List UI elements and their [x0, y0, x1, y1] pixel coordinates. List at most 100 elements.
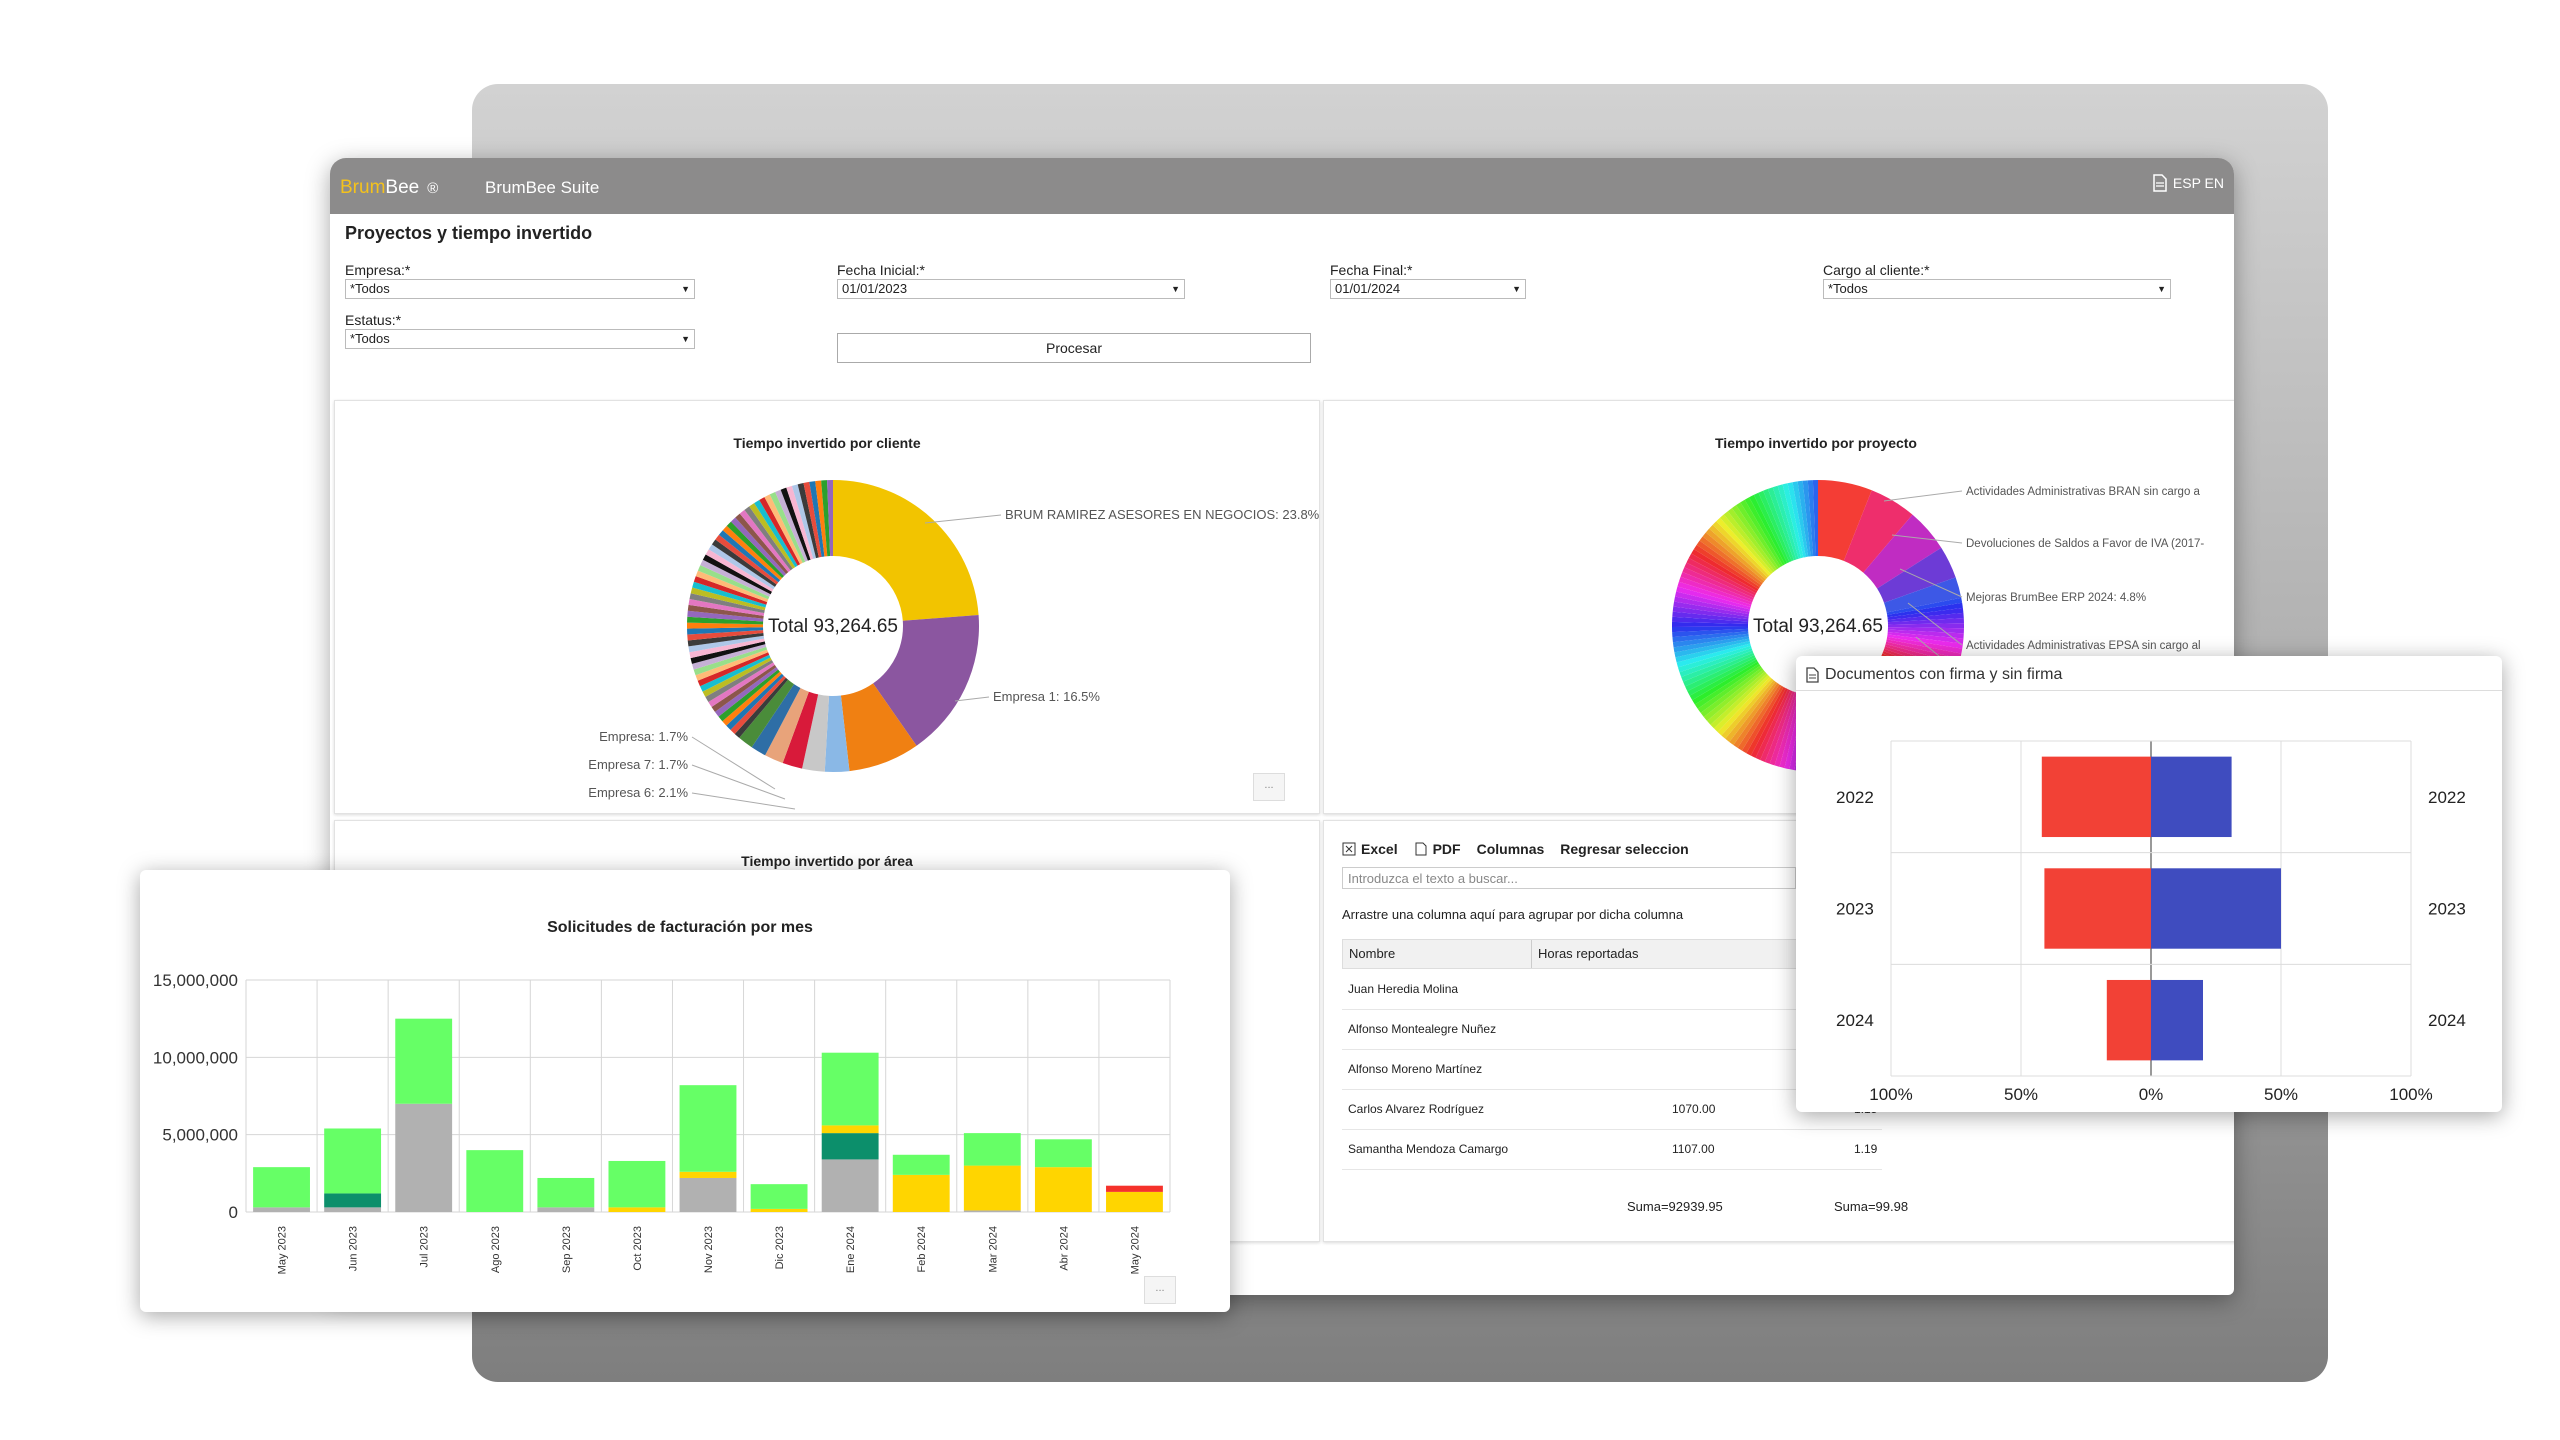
donut-slice [827, 480, 833, 557]
donut-slice [1782, 483, 1804, 559]
donut-slice [730, 675, 786, 734]
category-label-right: 2022 [2428, 788, 2466, 807]
bar-segment [963, 1165, 1021, 1211]
donut-slice [1702, 532, 1765, 584]
x-tick-label: 50% [2264, 1085, 2298, 1104]
x-tick-label: Sep 2023 [561, 1226, 573, 1273]
card-title-cliente: Tiempo invertido por cliente [733, 435, 921, 451]
donut-slice [1672, 611, 1749, 622]
row-nombre: Juan Heredia Molina [1348, 982, 1459, 996]
donut-cliente: Total 93,264.65 BRUM RAMIREZ ASESORES EN… [588, 480, 1319, 810]
donut-slice [1807, 480, 1816, 557]
estatus-select[interactable]: *Todos ▼ [345, 329, 695, 349]
slice-label: Mejoras BrumBee ERP 2024: 4.8% [1966, 592, 2146, 604]
donut-slice [1792, 481, 1809, 558]
donut-slice [1707, 671, 1767, 725]
table-row[interactable]: Juan Heredia Molina [1342, 969, 1882, 1010]
bar-segment [892, 1174, 950, 1212]
slice-label: Empresa 7: 1.7% [588, 757, 688, 772]
donut-slice [1750, 688, 1789, 758]
donut-slice [1686, 558, 1757, 596]
donut-slice [1677, 581, 1752, 608]
donut-slice [1729, 681, 1778, 746]
bar-segment [963, 1133, 1021, 1166]
slice-label: Empresa 6: 2.1% [588, 785, 688, 800]
excel-button[interactable]: Excel [1342, 841, 1398, 857]
donut-slice [815, 480, 828, 557]
donut-slice [1694, 663, 1761, 709]
donut-slice [695, 649, 769, 681]
donut-slice [786, 485, 814, 560]
empresa-select[interactable]: *Todos ▼ [345, 279, 695, 299]
donut-slice [1684, 562, 1755, 598]
row-nombre: Carlos Alvarez Rodríguez [1348, 1102, 1485, 1116]
donut-slice [1887, 612, 1964, 623]
card-menu-button[interactable]: ... [1253, 773, 1285, 801]
donut-slice [1787, 482, 1806, 558]
slice-label: Empresa: 1.7% [599, 729, 688, 744]
documents-chart-title: Documentos con firma y sin firma [1825, 666, 2063, 683]
y-tick-label: 5,000,000 [162, 1126, 238, 1145]
bar-segment [821, 1052, 879, 1126]
donut-slice [1797, 480, 1811, 557]
donut-slice [1699, 536, 1763, 586]
cargo-select[interactable]: *Todos ▼ [1823, 279, 2171, 299]
donut-slice [1749, 494, 1788, 565]
donut-slice [1700, 667, 1764, 717]
grid-toolbar: Excel PDF Columnas Regresar seleccion [1342, 841, 1689, 857]
bar-segment [608, 1160, 666, 1208]
donut-slice [1753, 492, 1790, 564]
regresar-seleccion-button[interactable]: Regresar seleccion [1560, 841, 1689, 857]
sum-extra: Suma=99.98 [1834, 1199, 1909, 1214]
category-label-left: 2022 [1836, 788, 1874, 807]
bar-segment [324, 1207, 382, 1212]
donut-slice [1887, 607, 1964, 620]
col-nombre-header[interactable]: Nombre [1349, 946, 1396, 961]
bar-segment [466, 1150, 524, 1212]
bar-segment [608, 1207, 666, 1212]
donut-slice [1709, 524, 1768, 580]
donut-slice [759, 497, 801, 566]
donut-slice [751, 684, 801, 756]
category-label-left: 2024 [1836, 1011, 1874, 1030]
donut-slice [687, 622, 764, 629]
donut-slice [687, 616, 764, 625]
diverging-bar [2151, 868, 2281, 949]
row-horas: 1070.00 [1672, 1102, 1716, 1116]
x-tick-label: Jun 2023 [348, 1226, 360, 1271]
donut-slice [1673, 636, 1750, 653]
table-row[interactable]: Alfonso Montealegre Nuñez [1342, 1009, 1882, 1050]
label-connector [1907, 602, 1963, 646]
pdf-button[interactable]: PDF [1414, 841, 1461, 857]
donut-center-label: Total 93,264.65 [768, 616, 898, 637]
billing-chart-title: Solicitudes de facturación por mes [547, 919, 813, 936]
bar-segment [679, 1177, 737, 1212]
donut-slice [1760, 690, 1793, 762]
language-switch[interactable]: ESP EN [2153, 174, 2224, 192]
chevron-down-icon: ▼ [1512, 284, 1521, 294]
donut-slice [705, 659, 774, 702]
fecha-inicial-input[interactable]: 01/01/2023 ▼ [837, 279, 1185, 299]
grid-search-input[interactable]: Introduzca el texto a buscar... [1342, 867, 1796, 889]
brand-logo[interactable]: BrumBee ® [340, 177, 438, 199]
bar-segment [821, 1159, 879, 1212]
donut-slice [1688, 553, 1758, 594]
table-row[interactable]: Alfonso Moreno Martínez [1342, 1049, 1882, 1090]
donut-slice [764, 494, 803, 565]
donut-slice [739, 509, 791, 573]
fecha-final-input[interactable]: 01/01/2024 ▼ [1330, 279, 1526, 299]
col-horas-header[interactable]: Horas reportadas [1531, 940, 1638, 968]
donut-slice [744, 506, 793, 571]
donut-slice [689, 638, 765, 659]
donut-slice [1877, 547, 1956, 603]
donut-slice [1697, 665, 1762, 713]
columnas-button[interactable]: Columnas [1476, 841, 1545, 857]
empresa-label: Empresa:* [345, 262, 411, 278]
donut-slice [1886, 597, 1963, 615]
chart-menu-button[interactable]: ... [1144, 1276, 1176, 1304]
table-row[interactable]: Samantha Mendoza Camargo 1107.00 1.19 [1342, 1129, 1882, 1170]
procesar-button[interactable]: Procesar [837, 333, 1311, 363]
donut-slice [1719, 514, 1773, 575]
page-title: Proyectos y tiempo invertido [345, 223, 593, 243]
